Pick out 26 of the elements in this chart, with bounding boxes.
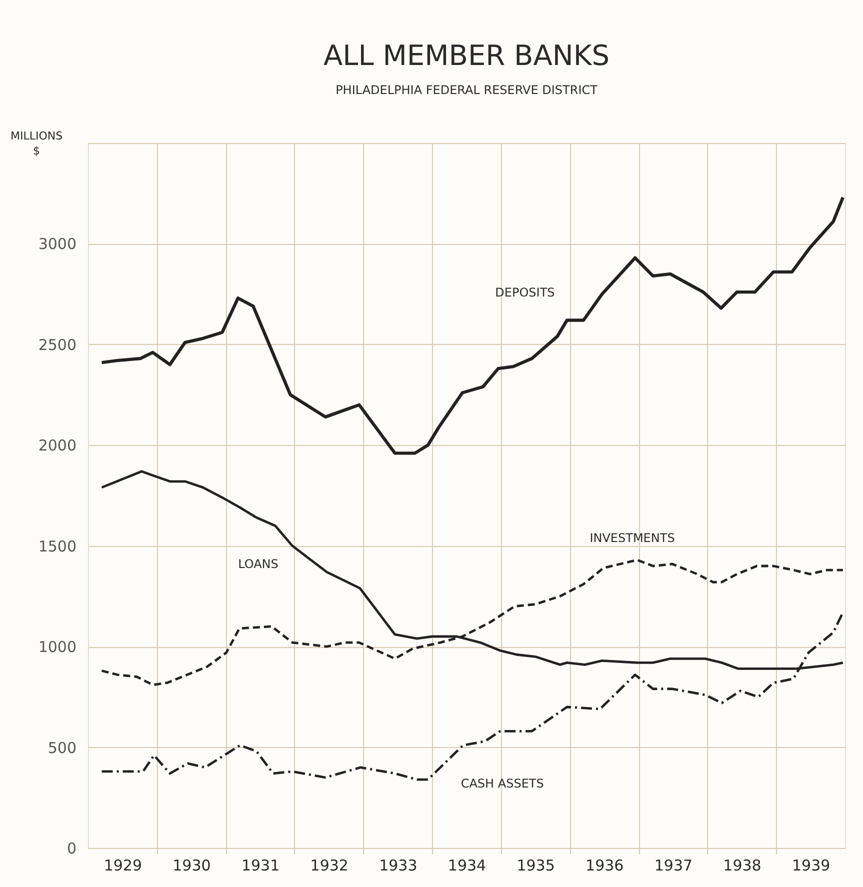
series-label: LOANS bbox=[238, 556, 278, 571]
x-tick-label: 1937 bbox=[654, 856, 693, 874]
y-tick-label: 2500 bbox=[38, 336, 76, 354]
chart-subtitle: PHILADELPHIA FEDERAL RESERVE DISTRICT bbox=[336, 83, 598, 97]
y-tick-label: 500 bbox=[48, 738, 76, 757]
y-axis-title: MILLIONS $ bbox=[10, 130, 63, 158]
series-label: CASH ASSETS bbox=[460, 776, 544, 790]
x-tick-label: 1934 bbox=[448, 856, 486, 874]
y-tick-label: 1500 bbox=[38, 537, 76, 556]
chart-title: ALL MEMBER BANKS bbox=[324, 39, 610, 72]
text: DEPOSITS bbox=[495, 285, 555, 300]
x-tick-label: 1935 bbox=[516, 856, 555, 874]
x-tick-label: 1931 bbox=[241, 856, 280, 874]
x-tick-label: 1939 bbox=[792, 856, 830, 874]
x-tick-label: 1933 bbox=[379, 856, 418, 874]
line-series bbox=[100, 196, 845, 455]
series-label: INVESTMENTS bbox=[590, 530, 675, 545]
x-tick-label: 1938 bbox=[723, 856, 762, 874]
y-tick-label: 2000 bbox=[38, 436, 76, 455]
x-tick-label: 1936 bbox=[586, 856, 624, 874]
y-tick-label: 3000 bbox=[38, 235, 76, 254]
y-tick-label: 0 bbox=[66, 840, 76, 858]
y-tick-label: 1000 bbox=[38, 638, 76, 656]
x-tick-label: 1929 bbox=[104, 856, 142, 874]
x-tick-label: 1930 bbox=[172, 856, 211, 874]
x-tick-label: 1932 bbox=[310, 856, 348, 874]
